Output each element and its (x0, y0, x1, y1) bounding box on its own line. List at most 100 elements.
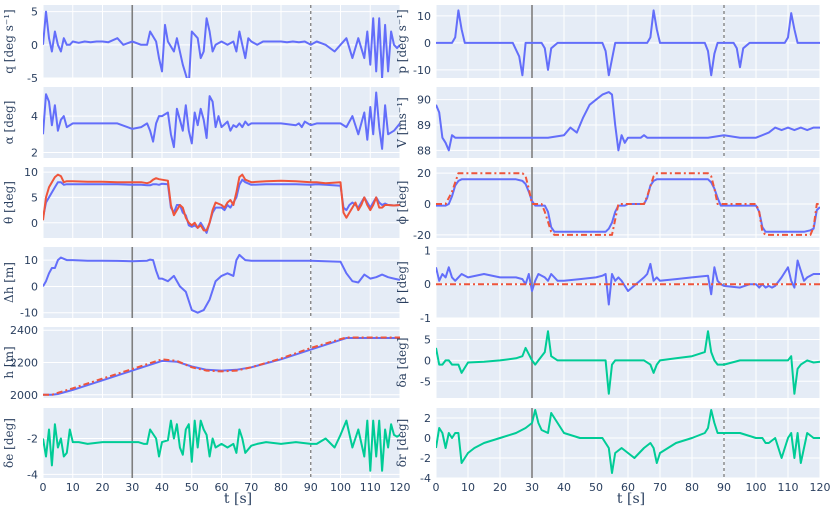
y-axis-label: δr [deg] (395, 419, 409, 468)
y-axis-label: p [deg s⁻¹] (395, 9, 409, 73)
y-tick-label: 10 (24, 254, 38, 267)
x-tick-label: 10 (461, 481, 475, 494)
x-tick-label: 20 (493, 481, 507, 494)
x-tick-label: 30 (125, 481, 139, 494)
y-tick-label: 0 (31, 217, 38, 230)
y-tick-label: 88 (417, 144, 431, 157)
y-axis-label: Δh [m] (2, 262, 16, 303)
y-tick-label: 4 (31, 110, 38, 123)
y-tick-label: -4 (420, 472, 431, 485)
x-tick-label: 80 (685, 481, 699, 494)
y-tick-label: -10 (20, 307, 38, 320)
subplot-dr: -4 -2 0 2 δr [deg] 0 10 20 30 40 50 60 70 80 90 100 110 1… (395, 408, 830, 494)
x-tick-label: 100 (746, 481, 767, 494)
y-axis-label: V [ms⁻¹] (395, 97, 409, 149)
x-tick-label: 120 (390, 481, 411, 494)
x-tick-label: 120 (810, 481, 830, 494)
series-dr-main (436, 409, 820, 474)
y-tick-label: -1 (420, 312, 431, 325)
y-tick-label: -4 (27, 468, 38, 481)
y-tick-label: 0 (424, 198, 431, 211)
series-V-main (436, 91, 820, 152)
y-axis-label: δe [deg] (2, 418, 16, 468)
y-tick-label: 1 (424, 244, 431, 257)
y-tick-label: 5 (31, 6, 38, 19)
x-tick-label: 90 (304, 481, 318, 494)
x-tick-label: 110 (360, 481, 381, 494)
y-tick-label: 2000 (10, 389, 38, 402)
series-alpha-main (43, 91, 400, 150)
y-tick-label: 10 (24, 166, 38, 179)
y-tick-label: 10 (417, 10, 431, 23)
x-tick-label: 0 (433, 481, 440, 494)
series-q-main (43, 10, 400, 78)
subplot-h: 2000 2200 2400 h [m] (2, 324, 401, 402)
series-theta-ref (43, 173, 400, 232)
subplot-V: 88 89 90 V [ms⁻¹] (395, 87, 821, 158)
y-tick-label: 0 (424, 278, 431, 291)
y-tick-label: 0 (424, 37, 431, 50)
series-de-main (43, 419, 400, 472)
series-h-ref (43, 336, 400, 396)
x-tick-label: 60 (621, 481, 635, 494)
y-tick-label: 0 (424, 354, 431, 367)
x-tick-label: 20 (96, 481, 110, 494)
subplot-alpha: 2 4 α [deg] (2, 87, 401, 160)
subplot-da: -5 0 5 δa [deg] (395, 327, 821, 398)
x-tick-label: 0 (40, 481, 47, 494)
y-axis-label: β [deg] (395, 261, 409, 304)
series-da-main (436, 330, 820, 395)
series-p-main (436, 9, 820, 77)
x-tick-label: 60 (215, 481, 229, 494)
y-tick-label: -5 (420, 375, 431, 388)
y-axis-label: h [m] (2, 346, 16, 378)
y-tick-label: 5 (31, 191, 38, 204)
x-tick-label: 50 (589, 481, 603, 494)
y-tick-label: 2 (31, 147, 38, 160)
subplot-dh: -10 0 10 Δh [m] (2, 247, 401, 320)
y-axis-label: δa [deg] (395, 337, 409, 387)
x-tick-label: 30 (525, 481, 539, 494)
y-axis-label: q [deg s⁻¹] (2, 9, 16, 73)
x-tick-label: 90 (717, 481, 731, 494)
x-tick-label: 80 (274, 481, 288, 494)
y-tick-label: 20 (417, 167, 431, 180)
y-axis-label: α [deg] (2, 101, 16, 145)
series-dh-main (43, 253, 400, 314)
x-tick-label: 10 (66, 481, 80, 494)
subplot-de: -4 -2 δe [deg] 0 10 20 30 40 50 60 70 80 90 100 110 120 (2, 408, 411, 494)
y-tick-label: -20 (413, 229, 431, 242)
right-xaxis-label: t [s] (617, 491, 645, 507)
y-tick-label: 5 (424, 334, 431, 347)
x-tick-label: 110 (778, 481, 799, 494)
subplot-phi: -20 0 20 ϕ [deg] (395, 167, 821, 242)
series-phi-main (436, 178, 820, 233)
y-tick-label: 2 (424, 412, 431, 425)
y-axis-label: θ [deg] (2, 181, 16, 224)
x-tick-label: 40 (155, 481, 169, 494)
y-tick-label: 2200 (10, 357, 38, 370)
y-axis-label: ϕ [deg] (395, 181, 409, 225)
y-tick-label: 0 (31, 39, 38, 52)
y-tick-label: 89 (417, 119, 431, 132)
x-tick-label: 40 (557, 481, 571, 494)
subplot-q: -5 0 5 q [deg s⁻¹] (2, 5, 401, 85)
y-tick-label: -2 (27, 433, 38, 446)
y-tick-label: 0 (31, 280, 38, 293)
y-tick-label: 0 (424, 432, 431, 445)
x-tick-label: 100 (330, 481, 351, 494)
subplot-p: -10 0 10 p [deg s⁻¹] (395, 5, 821, 78)
subplot-theta: 0 5 10 θ [deg] (2, 166, 401, 238)
y-tick-label: -5 (27, 72, 38, 85)
y-tick-label: 2400 (10, 324, 38, 337)
y-tick-label: -10 (413, 64, 431, 77)
y-tick-label: -2 (420, 452, 431, 465)
series-beta-main (436, 259, 820, 306)
x-tick-label: 70 (653, 481, 667, 494)
subplot-beta: -1 0 1 β [deg] (395, 244, 821, 325)
x-tick-label: 50 (185, 481, 199, 494)
x-tick-label: 70 (244, 481, 258, 494)
left-xaxis-label: t [s] (224, 491, 252, 507)
